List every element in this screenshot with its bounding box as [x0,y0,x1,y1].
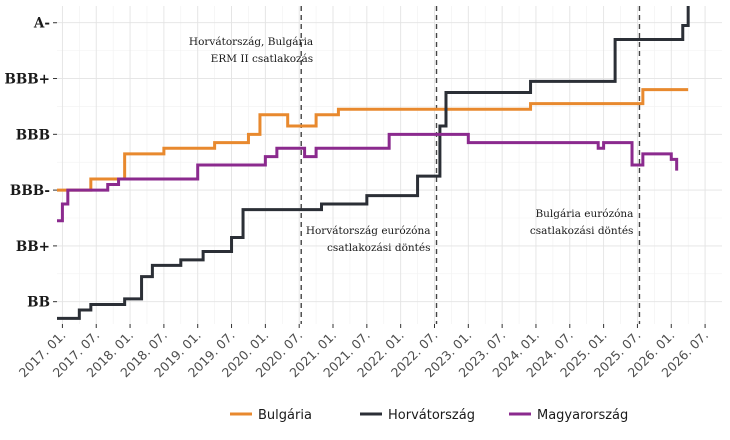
annotations: Horvátország, Bulgária ERM II csatlakozás… [189,36,634,254]
series-line-bulgária [57,88,689,192]
legend: Bulgária Horvátország Magyarország [230,408,628,423]
grid [57,6,722,324]
annotation-label: Bulgária eurózóna [535,208,633,220]
reference-lines [300,6,641,324]
series-line-horvátország [57,6,690,320]
legend-label: Bulgária [258,408,312,423]
y-tick-label: BBB [16,127,50,143]
series-lines [57,6,690,320]
y-tick-label: BBB+ [4,72,50,88]
annotation-label: Horvátország, Bulgária [189,36,313,48]
x-axis: 2017. 01.2017. 07.2018. 01.2018. 07.2019… [16,324,711,380]
annotation-label: Horvátország eurózóna [306,225,431,237]
annotation-label: csatlakozási döntés [327,242,431,254]
series-line-magyarország [57,132,679,223]
legend-label: Magyarország [537,408,628,423]
y-tick-label: BBB- [10,183,50,199]
y-tick-label: BB+ [16,239,50,255]
y-axis: BB BB+ BBB- BBB BBB+ A- [4,16,57,311]
annotation-label: ERM II csatlakozás [211,53,314,65]
annotation-label: csatlakozási döntés [530,225,634,237]
legend-label: Horvátország [388,408,475,423]
y-tick-label: BB [27,295,50,311]
y-tick-label: A- [33,16,50,32]
